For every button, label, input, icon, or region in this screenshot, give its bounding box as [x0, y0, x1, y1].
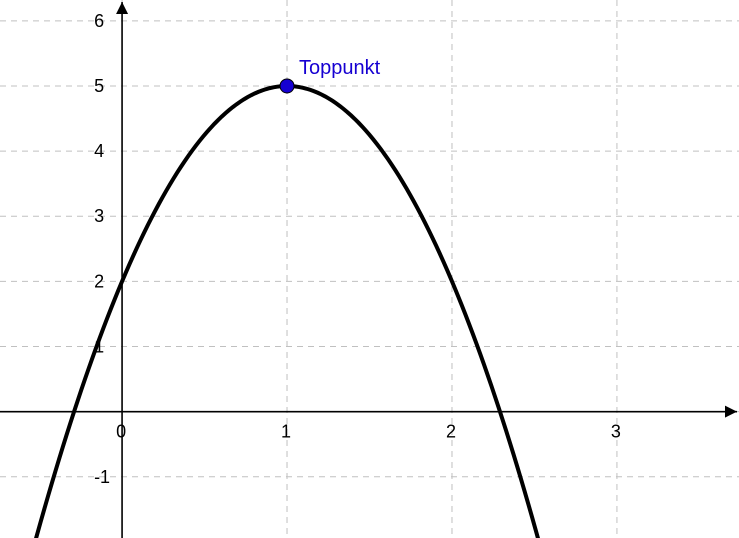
- x-tick-label: 1: [281, 422, 291, 442]
- y-tick-label: 4: [94, 141, 104, 161]
- y-tick-label: 2: [94, 271, 104, 291]
- parabola-chart: 0 1 2 3 -1 1 2 3 4 5 6 Toppunkt: [0, 0, 739, 538]
- vertex-dot: [280, 79, 294, 93]
- y-tick-label: 3: [94, 206, 104, 226]
- x-tick-label: 0: [116, 422, 126, 442]
- tick-labels: 0 1 2 3 -1 1 2 3 4 5 6: [94, 11, 621, 487]
- vertex-label: Toppunkt: [299, 57, 381, 79]
- axes: [0, 2, 737, 538]
- y-tick-label: 6: [94, 11, 104, 31]
- y-tick-label: 1: [94, 337, 104, 357]
- x-tick-label: 3: [611, 422, 621, 442]
- y-tick-label: 5: [94, 76, 104, 96]
- x-tick-label: 2: [446, 422, 456, 442]
- y-tick-label: -1: [94, 467, 110, 487]
- parabola-curve: [0, 86, 739, 538]
- grid: [0, 0, 739, 538]
